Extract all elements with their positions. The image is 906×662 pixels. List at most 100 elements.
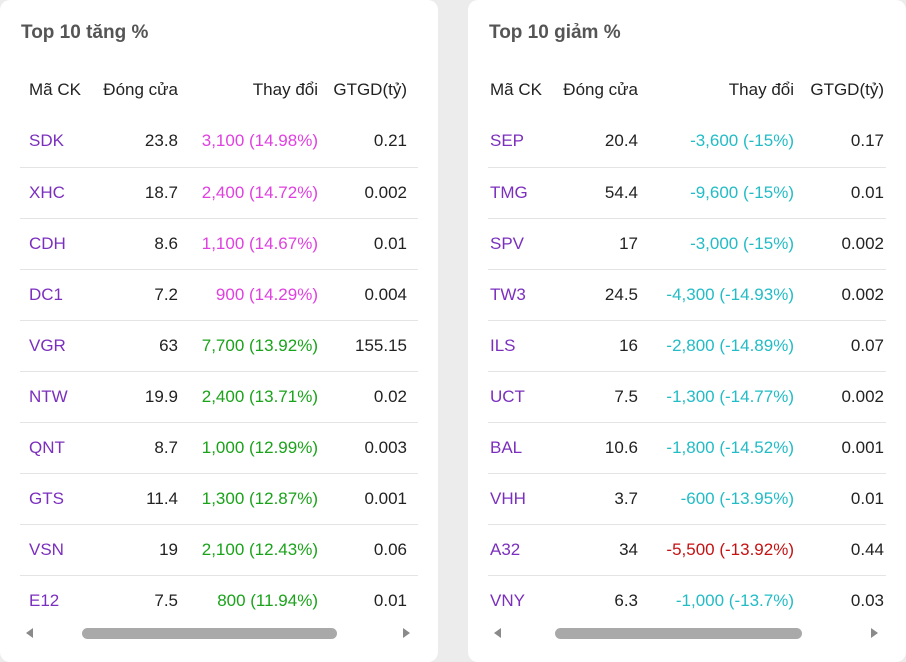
table-row[interactable]: TMG 54.4 -9,600 (-15%) 0.01 bbox=[488, 166, 886, 218]
trading-value: 0.07 bbox=[794, 319, 886, 371]
close-price: 7.5 bbox=[552, 370, 638, 422]
triangle-right-icon[interactable] bbox=[403, 628, 410, 638]
stock-symbol-link[interactable]: BAL bbox=[488, 421, 552, 473]
stock-symbol-link[interactable]: TW3 bbox=[488, 268, 552, 320]
price-change: -9,600 (-15%) bbox=[638, 166, 794, 218]
close-price: 3.7 bbox=[552, 472, 638, 524]
trading-value: 0.002 bbox=[794, 268, 886, 320]
trading-value: 155.15 bbox=[318, 319, 418, 371]
stock-symbol-link[interactable]: VSN bbox=[20, 523, 90, 575]
table-row[interactable]: GTS 11.4 1,300 (12.87%) 0.001 bbox=[20, 472, 418, 524]
table-row[interactable]: VSN 19 2,100 (12.43%) 0.06 bbox=[20, 523, 418, 575]
stock-symbol-link[interactable]: GTS bbox=[20, 472, 90, 524]
column-header-value[interactable]: GTGD(tỷ) bbox=[333, 80, 407, 99]
price-change: -3,600 (-15%) bbox=[690, 131, 794, 151]
table-row[interactable]: SPV 17 -3,000 (-15%) 0.002 bbox=[488, 217, 886, 269]
column-header-change[interactable]: Thay đổi bbox=[252, 80, 318, 99]
table-header-row: Mã CK Đóng cửa Thay đổi GTGD(tỷ) bbox=[488, 64, 886, 116]
price-change: 1,300 (12.87%) bbox=[178, 472, 318, 524]
price-change: 800 (11.94%) bbox=[178, 574, 318, 626]
price-change: 2,400 (13.71%) bbox=[178, 370, 318, 422]
table-header-row: Mã CK Đóng cửa Thay đổi GTGD(tỷ) bbox=[20, 64, 418, 116]
table-row[interactable]: UCT 7.5 -1,300 (-14.77%) 0.002 bbox=[488, 370, 886, 422]
table-row[interactable]: CDH 8.6 1,100 (14.67%) 0.01 bbox=[20, 217, 418, 269]
price-change: 900 (14.29%) bbox=[178, 268, 318, 320]
losers-rows: SEP 20.4 -3,600 (-15%) 0.17 TMG 54.4 -9,… bbox=[488, 116, 886, 626]
close-price: 7.2 bbox=[90, 268, 178, 320]
stock-symbol-link[interactable]: UCT bbox=[488, 370, 552, 422]
trading-value: 0.17 bbox=[850, 131, 884, 151]
table-row[interactable]: VHH 3.7 -600 (-13.95%) 0.01 bbox=[488, 472, 886, 524]
stock-symbol-link[interactable]: SDK bbox=[29, 131, 64, 151]
trading-value: 0.44 bbox=[794, 523, 886, 575]
column-header-close[interactable]: Đóng cửa bbox=[103, 80, 178, 99]
stock-symbol-link[interactable]: VGR bbox=[20, 319, 90, 371]
table-row[interactable]: DC1 7.2 900 (14.29%) 0.004 bbox=[20, 268, 418, 320]
losers-table: Mã CK Đóng cửa Thay đổi GTGD(tỷ) SEP 20.… bbox=[488, 64, 886, 626]
column-header-symbol[interactable]: Mã CK bbox=[29, 80, 81, 99]
close-price: 8.6 bbox=[90, 217, 178, 269]
close-price: 24.5 bbox=[552, 268, 638, 320]
stock-symbol-link[interactable]: CDH bbox=[20, 217, 90, 269]
table-row[interactable]: SDK 23.8 3,100 (14.98%) 0.21 bbox=[20, 116, 418, 167]
close-price: 19 bbox=[90, 523, 178, 575]
stock-symbol-link[interactable]: XHC bbox=[20, 166, 90, 218]
column-header-symbol[interactable]: Mã CK bbox=[490, 80, 542, 99]
table-row[interactable]: VNY 6.3 -1,000 (-13.7%) 0.03 bbox=[488, 574, 886, 626]
stock-symbol-link[interactable]: TMG bbox=[488, 166, 552, 218]
stock-symbol-link[interactable]: SEP bbox=[490, 131, 525, 151]
column-header-close[interactable]: Đóng cửa bbox=[563, 80, 638, 99]
price-change: 1,000 (12.99%) bbox=[178, 421, 318, 473]
horizontal-scrollbar[interactable] bbox=[22, 624, 414, 642]
trading-value: 0.001 bbox=[794, 421, 886, 473]
close-price: 8.7 bbox=[90, 421, 178, 473]
close-price: 54.4 bbox=[552, 166, 638, 218]
stock-symbol-link[interactable]: NTW bbox=[20, 370, 90, 422]
table-row[interactable]: VGR 63 7,700 (13.92%) 155.15 bbox=[20, 319, 418, 371]
table-row[interactable]: SEP 20.4 -3,600 (-15%) 0.17 bbox=[488, 116, 886, 167]
table-row[interactable]: ILS 16 -2,800 (-14.89%) 0.07 bbox=[488, 319, 886, 371]
trading-value: 0.002 bbox=[794, 217, 886, 269]
top-gainers-panel: Top 10 tăng % Mã CK Đóng cửa Thay đổi GT… bbox=[0, 0, 438, 662]
stock-symbol-link[interactable]: QNT bbox=[20, 421, 90, 473]
price-change: -4,300 (-14.93%) bbox=[638, 268, 794, 320]
close-price: 7.5 bbox=[90, 574, 178, 626]
column-header-change[interactable]: Thay đổi bbox=[728, 80, 794, 99]
panel-title: Top 10 tăng % bbox=[21, 22, 149, 43]
stock-symbol-link[interactable]: DC1 bbox=[20, 268, 90, 320]
stock-symbol-link[interactable]: VHH bbox=[488, 472, 552, 524]
stock-symbol-link[interactable]: E12 bbox=[20, 574, 90, 626]
triangle-left-icon[interactable] bbox=[494, 628, 501, 638]
stock-symbol-link[interactable]: ILS bbox=[488, 319, 552, 371]
close-price: 10.6 bbox=[552, 421, 638, 473]
price-change: -2,800 (-14.89%) bbox=[638, 319, 794, 371]
stock-symbol-link[interactable]: A32 bbox=[488, 523, 552, 575]
close-price: 6.3 bbox=[552, 574, 638, 626]
panel-title: Top 10 giảm % bbox=[489, 22, 621, 43]
column-header-value[interactable]: GTGD(tỷ) bbox=[810, 80, 884, 99]
trading-value: 0.003 bbox=[318, 421, 418, 473]
table-row[interactable]: TW3 24.5 -4,300 (-14.93%) 0.002 bbox=[488, 268, 886, 320]
close-price: 19.9 bbox=[90, 370, 178, 422]
trading-value: 0.004 bbox=[318, 268, 418, 320]
scrollbar-thumb[interactable] bbox=[82, 628, 337, 639]
stock-symbol-link[interactable]: VNY bbox=[488, 574, 552, 626]
close-price: 16 bbox=[552, 319, 638, 371]
triangle-left-icon[interactable] bbox=[26, 628, 33, 638]
table-row[interactable]: BAL 10.6 -1,800 (-14.52%) 0.001 bbox=[488, 421, 886, 473]
price-change: -1,300 (-14.77%) bbox=[638, 370, 794, 422]
table-row[interactable]: E12 7.5 800 (11.94%) 0.01 bbox=[20, 574, 418, 626]
close-price: 20.4 bbox=[604, 131, 638, 151]
triangle-right-icon[interactable] bbox=[871, 628, 878, 638]
price-change: 7,700 (13.92%) bbox=[178, 319, 318, 371]
table-row[interactable]: QNT 8.7 1,000 (12.99%) 0.003 bbox=[20, 421, 418, 473]
table-row[interactable]: XHC 18.7 2,400 (14.72%) 0.002 bbox=[20, 166, 418, 218]
scrollbar-thumb[interactable] bbox=[555, 628, 802, 639]
close-price: 34 bbox=[552, 523, 638, 575]
table-row[interactable]: A32 34 -5,500 (-13.92%) 0.44 bbox=[488, 523, 886, 575]
table-row[interactable]: NTW 19.9 2,400 (13.71%) 0.02 bbox=[20, 370, 418, 422]
horizontal-scrollbar[interactable] bbox=[490, 624, 882, 642]
trading-value: 0.01 bbox=[318, 217, 418, 269]
stock-symbol-link[interactable]: SPV bbox=[488, 217, 552, 269]
price-change: -1,800 (-14.52%) bbox=[638, 421, 794, 473]
